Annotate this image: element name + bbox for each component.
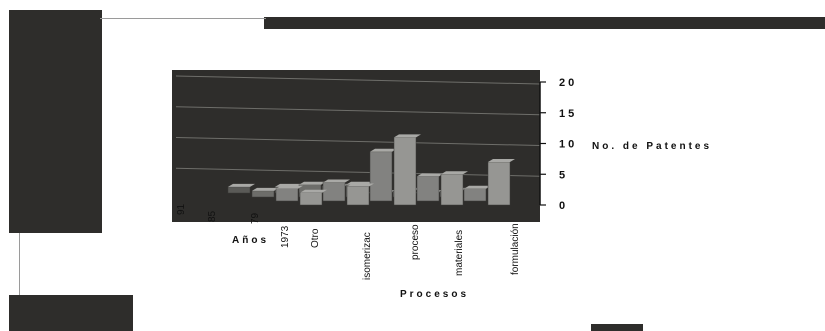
bar-top (252, 187, 279, 191)
bar (322, 182, 346, 202)
year-label: 79 (250, 212, 261, 224)
y-tick-label: 10 (559, 139, 577, 151)
bar-top (441, 171, 468, 175)
bar (369, 151, 393, 202)
bar (275, 188, 299, 202)
bar-top (300, 189, 327, 193)
category-labels: Otro isomerizac proceso materiales formulaci… (310, 223, 521, 280)
bar-top (464, 185, 491, 189)
bar (463, 188, 487, 202)
category-label: proceso (410, 224, 421, 260)
y-tick-label: 0 (559, 200, 568, 212)
bar-top (276, 185, 303, 189)
scan-dark-block (591, 324, 643, 331)
gridline (175, 106, 541, 116)
bar-top (323, 179, 350, 183)
bar (440, 174, 464, 206)
bar-top (347, 183, 374, 187)
bar-top (299, 181, 326, 185)
y-tick-label: 5 (559, 169, 568, 181)
scan-dark-block (9, 295, 133, 331)
bar (393, 137, 417, 206)
bar-top (394, 134, 421, 138)
bar-top (370, 148, 397, 152)
year-label: 91 (176, 203, 187, 215)
scan-dark-block (9, 10, 102, 233)
category-label: formulación (510, 223, 521, 275)
bar (299, 192, 323, 206)
bar (416, 176, 440, 202)
year-label: 1973 (280, 225, 291, 248)
y-tick-label: 15 (559, 108, 577, 120)
frame-line (19, 233, 20, 295)
year-labels: 1973 79 85 91 (176, 203, 291, 248)
x-axis-title: Procesos (400, 289, 469, 300)
y-tick-label: 20 (559, 77, 577, 89)
year-label: 85 (207, 210, 218, 222)
category-label: materiales (454, 230, 465, 276)
scan-dark-bar (264, 17, 825, 29)
bar-top (417, 173, 444, 177)
y-ticks: 0 5 10 15 20 (540, 77, 577, 212)
bar-top (228, 183, 255, 187)
bar (487, 161, 511, 206)
y-axis-title: No. de Patentes (592, 141, 712, 152)
bar (251, 190, 275, 198)
gridline (175, 137, 541, 146)
bar-top (488, 158, 515, 162)
gridline (175, 167, 541, 177)
frame-line (100, 18, 266, 19)
gridline (175, 75, 541, 85)
depth-axis-title: Años (232, 235, 269, 246)
bar (227, 186, 251, 194)
category-label: isomerizac (362, 232, 373, 280)
category-label: Otro (310, 228, 321, 248)
gridlines (175, 75, 541, 177)
bars (227, 134, 515, 206)
bar (346, 186, 370, 206)
